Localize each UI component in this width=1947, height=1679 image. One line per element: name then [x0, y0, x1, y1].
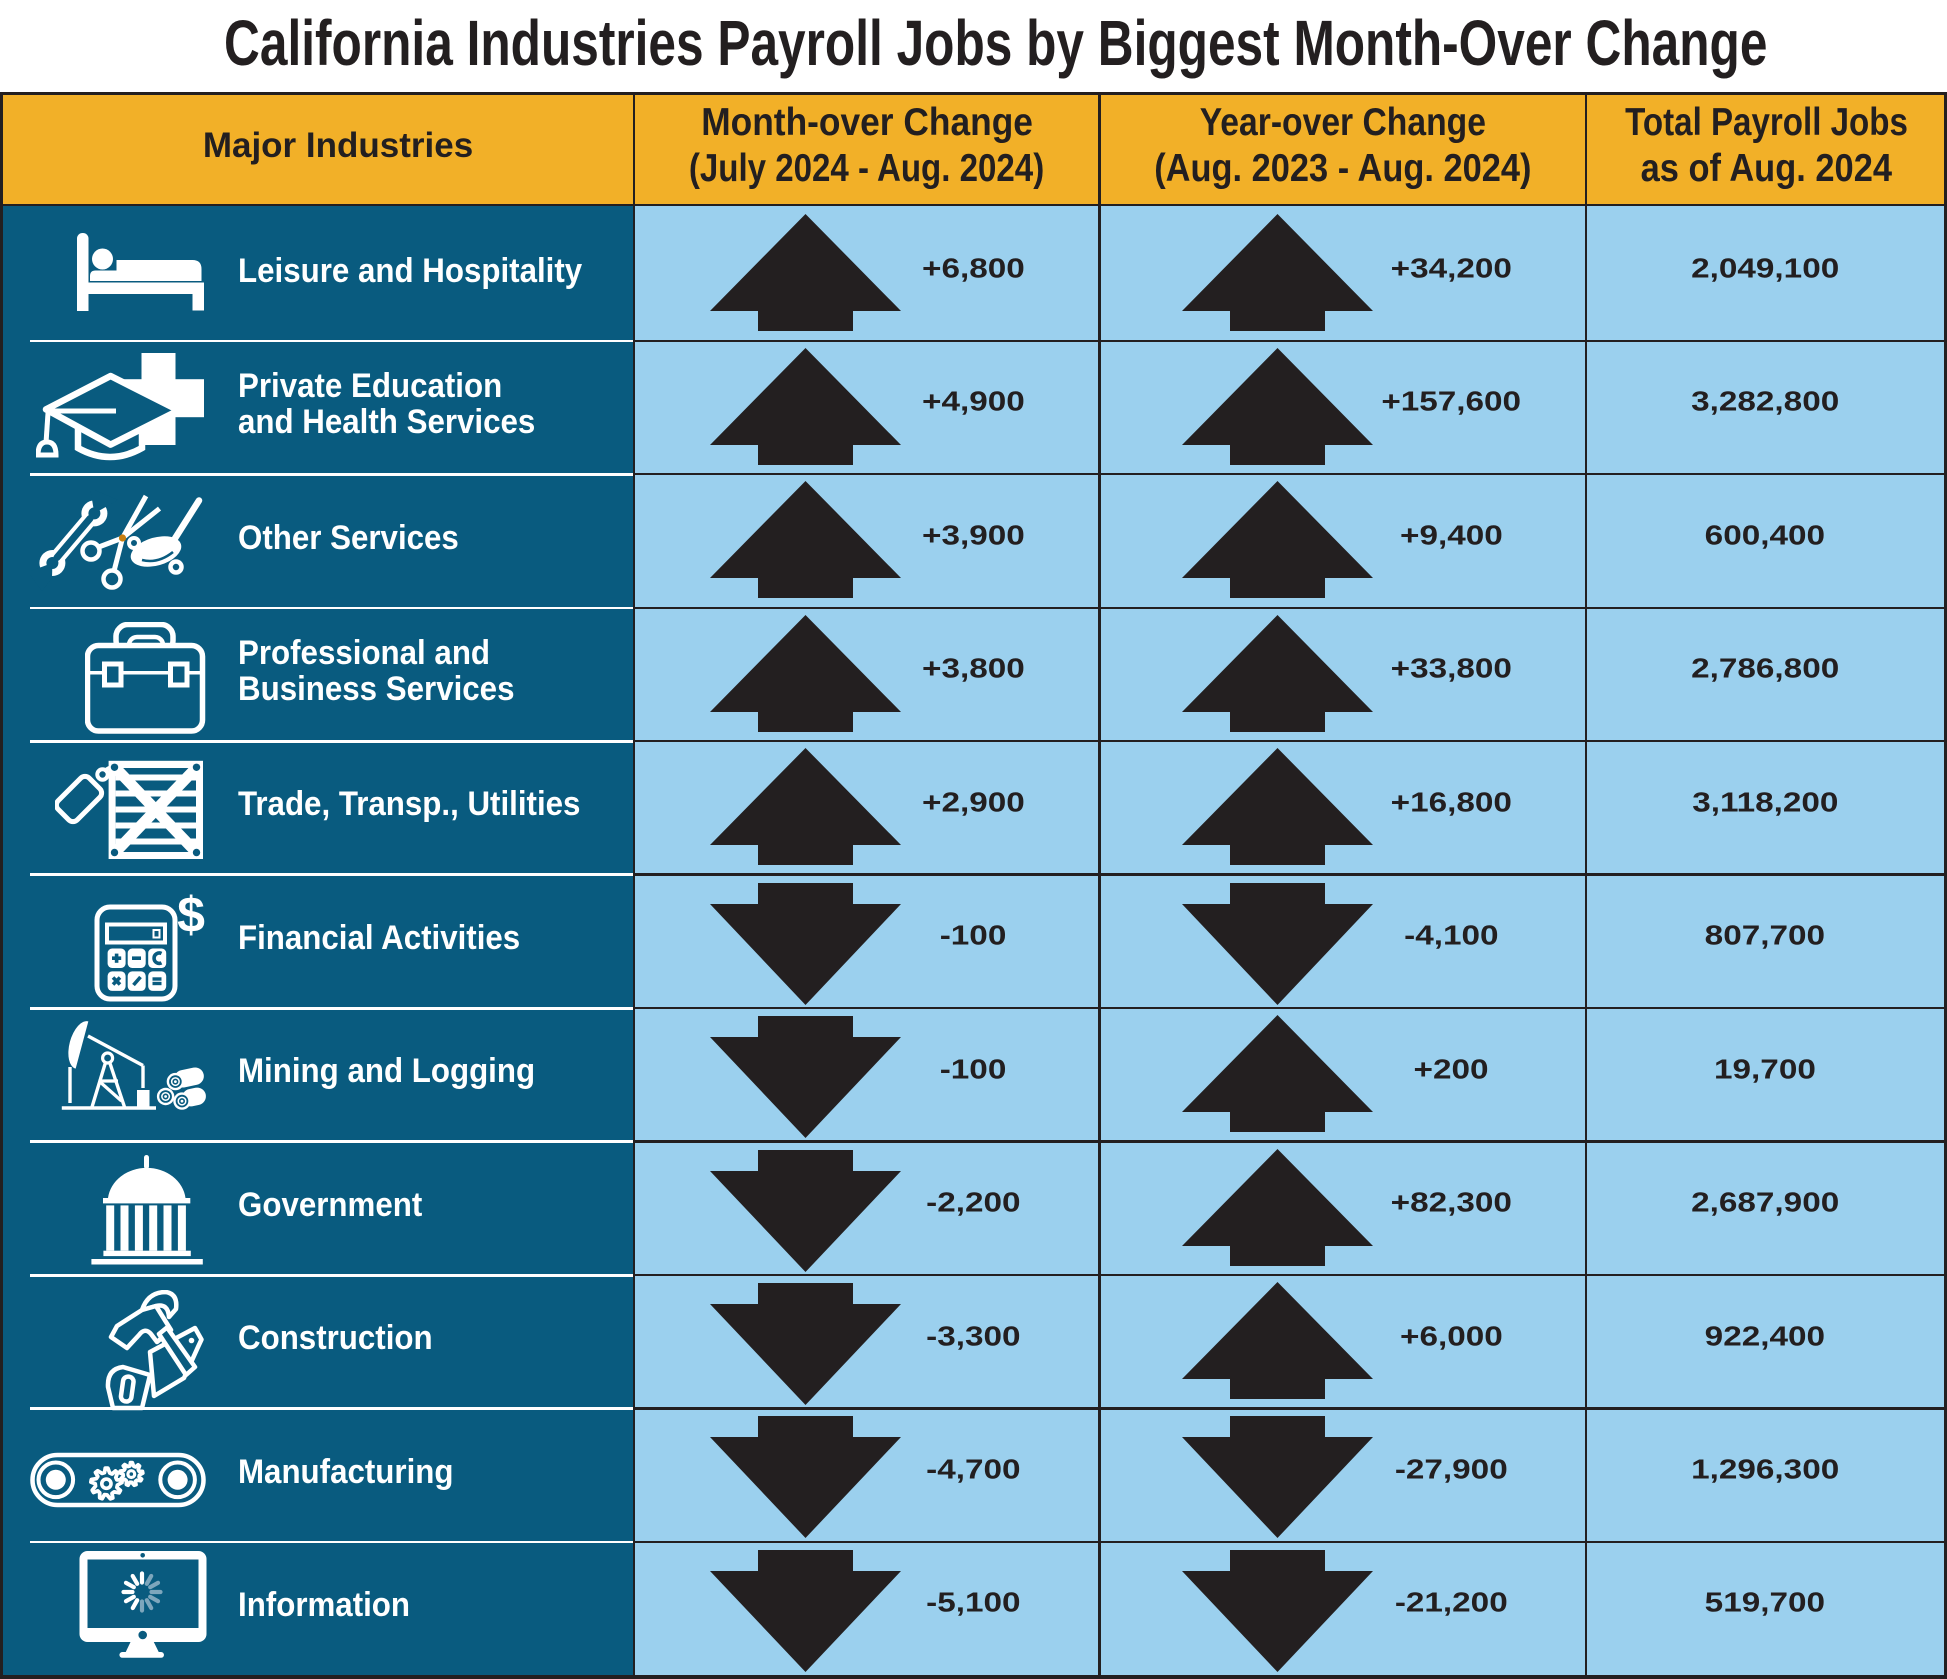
svg-text:$: $	[177, 890, 205, 943]
